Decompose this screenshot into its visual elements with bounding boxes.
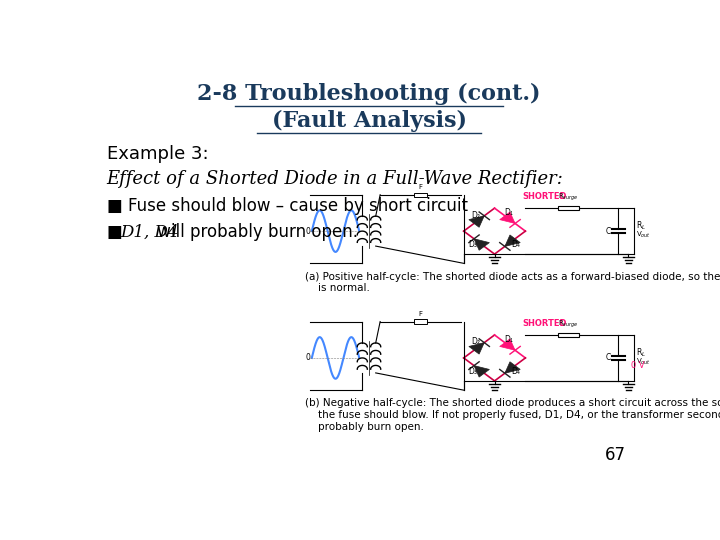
Bar	[414, 193, 427, 197]
Text: Effect of a Shorted Diode in a Full-Wave Rectifier:: Effect of a Shorted Diode in a Full-Wave…	[107, 170, 564, 188]
Polygon shape	[505, 235, 521, 246]
Text: D₃: D₃	[468, 240, 477, 249]
Bar	[558, 333, 579, 338]
Text: 0: 0	[306, 227, 311, 235]
Text: V$_{out}$: V$_{out}$	[636, 230, 651, 240]
Text: V$_{out}$: V$_{out}$	[636, 357, 651, 367]
Polygon shape	[474, 366, 490, 377]
Polygon shape	[469, 343, 485, 354]
Text: 0 V: 0 V	[631, 361, 645, 370]
Text: ■ Fuse should blow – cause by short circuit: ■ Fuse should blow – cause by short circ…	[107, 197, 468, 215]
Text: SHORTED: SHORTED	[523, 192, 567, 201]
Text: F: F	[418, 310, 423, 317]
Text: D₄: D₄	[511, 240, 520, 249]
Polygon shape	[505, 362, 521, 373]
Bar	[558, 206, 579, 211]
Text: Example 3:: Example 3:	[107, 145, 208, 163]
Text: D₁: D₁	[505, 208, 513, 218]
Text: 67: 67	[605, 446, 626, 464]
Text: SHORTED: SHORTED	[523, 319, 567, 328]
Polygon shape	[500, 212, 515, 224]
Text: C: C	[606, 227, 611, 235]
Text: 0: 0	[306, 354, 311, 362]
Text: R$_{surge}$: R$_{surge}$	[558, 192, 579, 203]
Text: R$_{surge}$: R$_{surge}$	[558, 319, 579, 330]
Text: (b) Negative half-cycle: The shorted diode produces a short circuit across the s: (b) Negative half-cycle: The shorted dio…	[305, 399, 720, 431]
Text: D₁: D₁	[505, 335, 513, 345]
Text: D₂: D₂	[471, 338, 480, 346]
Polygon shape	[500, 339, 515, 350]
Text: C: C	[606, 354, 611, 362]
Text: F: F	[418, 184, 423, 190]
Text: ■: ■	[107, 223, 127, 241]
Text: D₄: D₄	[511, 367, 520, 376]
Polygon shape	[474, 239, 490, 250]
Text: 2-8 Troubleshooting (cont.): 2-8 Troubleshooting (cont.)	[197, 83, 541, 105]
Polygon shape	[469, 216, 485, 227]
Text: R$_L$: R$_L$	[636, 220, 646, 232]
Text: D₂: D₂	[471, 211, 480, 220]
Bar	[414, 320, 427, 323]
Text: D1, D4: D1, D4	[120, 224, 179, 240]
Text: (a) Positive half-cycle: The shorted diode acts as a forward-biased diode, so th: (a) Positive half-cycle: The shorted dio…	[305, 272, 720, 293]
Text: will probably burn open.: will probably burn open.	[153, 223, 359, 241]
Text: (Fault Analysis): (Fault Analysis)	[271, 110, 467, 132]
Text: R$_L$: R$_L$	[636, 347, 646, 359]
Text: D₃: D₃	[468, 367, 477, 376]
